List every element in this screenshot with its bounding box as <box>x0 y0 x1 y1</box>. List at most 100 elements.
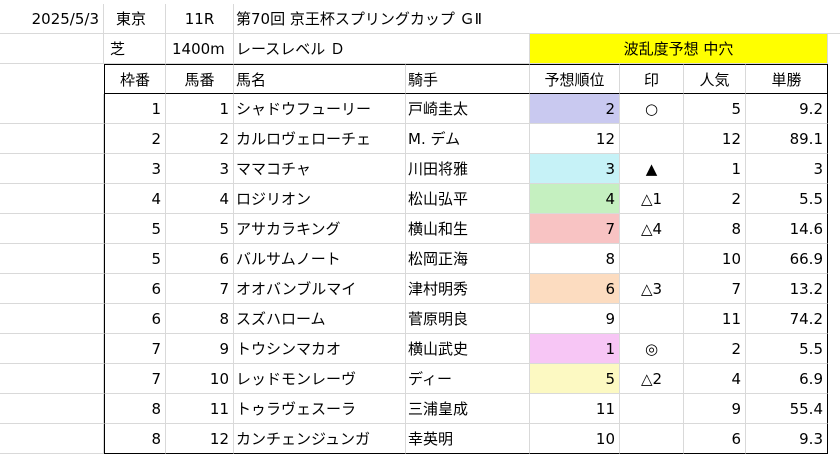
horse-name-cell[interactable]: トゥラヴェスーラ <box>234 394 406 424</box>
win-odds-cell[interactable]: 89.1 <box>746 124 828 154</box>
mark-cell[interactable]: ○ <box>620 94 684 124</box>
win-odds-cell[interactable]: 9.3 <box>746 424 828 454</box>
race-date[interactable]: 2025/5/3 <box>0 4 104 34</box>
col-header-popularity[interactable]: 人気 <box>684 64 746 94</box>
mark-cell[interactable]: △2 <box>620 364 684 394</box>
mark-cell[interactable]: △3 <box>620 274 684 304</box>
waku-cell[interactable]: 5 <box>104 214 166 244</box>
mark-cell[interactable] <box>620 124 684 154</box>
horse-name-cell[interactable]: レッドモンレーヴ <box>234 364 406 394</box>
popularity-cell[interactable]: 12 <box>684 124 746 154</box>
mark-cell[interactable]: △1 <box>620 184 684 214</box>
jockey-cell[interactable]: 三浦皇成 <box>406 394 530 424</box>
mark-cell[interactable] <box>620 244 684 274</box>
forecast-rank-cell[interactable]: 8 <box>530 244 620 274</box>
forecast-rank-cell[interactable]: 4 <box>530 184 620 214</box>
empty-cell[interactable] <box>0 304 104 334</box>
col-header-horse-name[interactable]: 馬名 <box>234 64 406 94</box>
popularity-cell[interactable]: 2 <box>684 184 746 214</box>
forecast-rank-cell[interactable]: 12 <box>530 124 620 154</box>
umaban-cell[interactable]: 7 <box>166 274 234 304</box>
jockey-cell[interactable]: ディー <box>406 364 530 394</box>
umaban-cell[interactable]: 1 <box>166 94 234 124</box>
empty-cell[interactable] <box>0 154 104 184</box>
upset-forecast-banner[interactable]: 波乱度予想 中穴 <box>530 34 828 64</box>
forecast-rank-cell[interactable]: 7 <box>530 214 620 244</box>
empty-cell[interactable] <box>0 184 104 214</box>
win-odds-cell[interactable]: 14.6 <box>746 214 828 244</box>
col-header-jockey[interactable]: 騎手 <box>406 64 530 94</box>
popularity-cell[interactable]: 2 <box>684 334 746 364</box>
popularity-cell[interactable]: 5 <box>684 94 746 124</box>
jockey-cell[interactable]: 幸英明 <box>406 424 530 454</box>
horse-name-cell[interactable]: ママコチャ <box>234 154 406 184</box>
popularity-cell[interactable]: 8 <box>684 214 746 244</box>
forecast-rank-cell[interactable]: 10 <box>530 424 620 454</box>
empty-cell[interactable] <box>0 364 104 394</box>
horse-name-cell[interactable]: カルロヴェローチェ <box>234 124 406 154</box>
empty-cell[interactable] <box>0 34 104 64</box>
win-odds-cell[interactable]: 6.9 <box>746 364 828 394</box>
popularity-cell[interactable]: 4 <box>684 364 746 394</box>
mark-cell[interactable]: ▲ <box>620 154 684 184</box>
empty-cell[interactable] <box>0 214 104 244</box>
empty-cell[interactable] <box>0 94 104 124</box>
mark-cell[interactable] <box>620 394 684 424</box>
jockey-cell[interactable]: 津村明秀 <box>406 274 530 304</box>
umaban-cell[interactable]: 8 <box>166 304 234 334</box>
race-level[interactable]: レースレベル Ｄ <box>234 34 530 64</box>
win-odds-cell[interactable]: 5.5 <box>746 334 828 364</box>
popularity-cell[interactable]: 6 <box>684 424 746 454</box>
popularity-cell[interactable]: 1 <box>684 154 746 184</box>
umaban-cell[interactable]: 9 <box>166 334 234 364</box>
jockey-cell[interactable]: 戸崎圭太 <box>406 94 530 124</box>
col-header-umaban[interactable]: 馬番 <box>166 64 234 94</box>
jockey-cell[interactable]: 横山武史 <box>406 334 530 364</box>
win-odds-cell[interactable]: 13.2 <box>746 274 828 304</box>
col-header-forecast-rank[interactable]: 予想順位 <box>530 64 620 94</box>
mark-cell[interactable] <box>620 424 684 454</box>
horse-name-cell[interactable]: オオバンブルマイ <box>234 274 406 304</box>
col-header-win-odds[interactable]: 単勝 <box>746 64 828 94</box>
horse-name-cell[interactable]: バルサムノート <box>234 244 406 274</box>
forecast-rank-cell[interactable]: 5 <box>530 364 620 394</box>
race-surface[interactable]: 芝 <box>104 34 166 64</box>
forecast-rank-cell[interactable]: 1 <box>530 334 620 364</box>
umaban-cell[interactable]: 3 <box>166 154 234 184</box>
waku-cell[interactable]: 7 <box>104 364 166 394</box>
mark-cell[interactable]: ◎ <box>620 334 684 364</box>
race-number[interactable]: 11R <box>166 4 234 34</box>
jockey-cell[interactable]: 川田将雅 <box>406 154 530 184</box>
empty-cell[interactable] <box>0 424 104 454</box>
waku-cell[interactable]: 1 <box>104 94 166 124</box>
umaban-cell[interactable]: 11 <box>166 394 234 424</box>
horse-name-cell[interactable]: アサカラキング <box>234 214 406 244</box>
win-odds-cell[interactable]: 5.5 <box>746 184 828 214</box>
win-odds-cell[interactable]: 66.9 <box>746 244 828 274</box>
jockey-cell[interactable]: 横山和生 <box>406 214 530 244</box>
jockey-cell[interactable]: 菅原明良 <box>406 304 530 334</box>
umaban-cell[interactable]: 5 <box>166 214 234 244</box>
win-odds-cell[interactable]: 74.2 <box>746 304 828 334</box>
win-odds-cell[interactable]: 55.4 <box>746 394 828 424</box>
waku-cell[interactable]: 8 <box>104 394 166 424</box>
waku-cell[interactable]: 6 <box>104 274 166 304</box>
horse-name-cell[interactable]: シャドウフューリー <box>234 94 406 124</box>
horse-name-cell[interactable]: ロジリオン <box>234 184 406 214</box>
umaban-cell[interactable]: 10 <box>166 364 234 394</box>
win-odds-cell[interactable]: 3 <box>746 154 828 184</box>
jockey-cell[interactable]: M. デム <box>406 124 530 154</box>
waku-cell[interactable]: 4 <box>104 184 166 214</box>
forecast-rank-cell[interactable]: 2 <box>530 94 620 124</box>
waku-cell[interactable]: 2 <box>104 124 166 154</box>
waku-cell[interactable]: 7 <box>104 334 166 364</box>
forecast-rank-cell[interactable]: 9 <box>530 304 620 334</box>
forecast-rank-cell[interactable]: 6 <box>530 274 620 304</box>
empty-cell[interactable] <box>0 334 104 364</box>
popularity-cell[interactable]: 10 <box>684 244 746 274</box>
forecast-rank-cell[interactable]: 3 <box>530 154 620 184</box>
col-header-waku[interactable]: 枠番 <box>104 64 166 94</box>
umaban-cell[interactable]: 6 <box>166 244 234 274</box>
umaban-cell[interactable]: 2 <box>166 124 234 154</box>
col-header-mark[interactable]: 印 <box>620 64 684 94</box>
